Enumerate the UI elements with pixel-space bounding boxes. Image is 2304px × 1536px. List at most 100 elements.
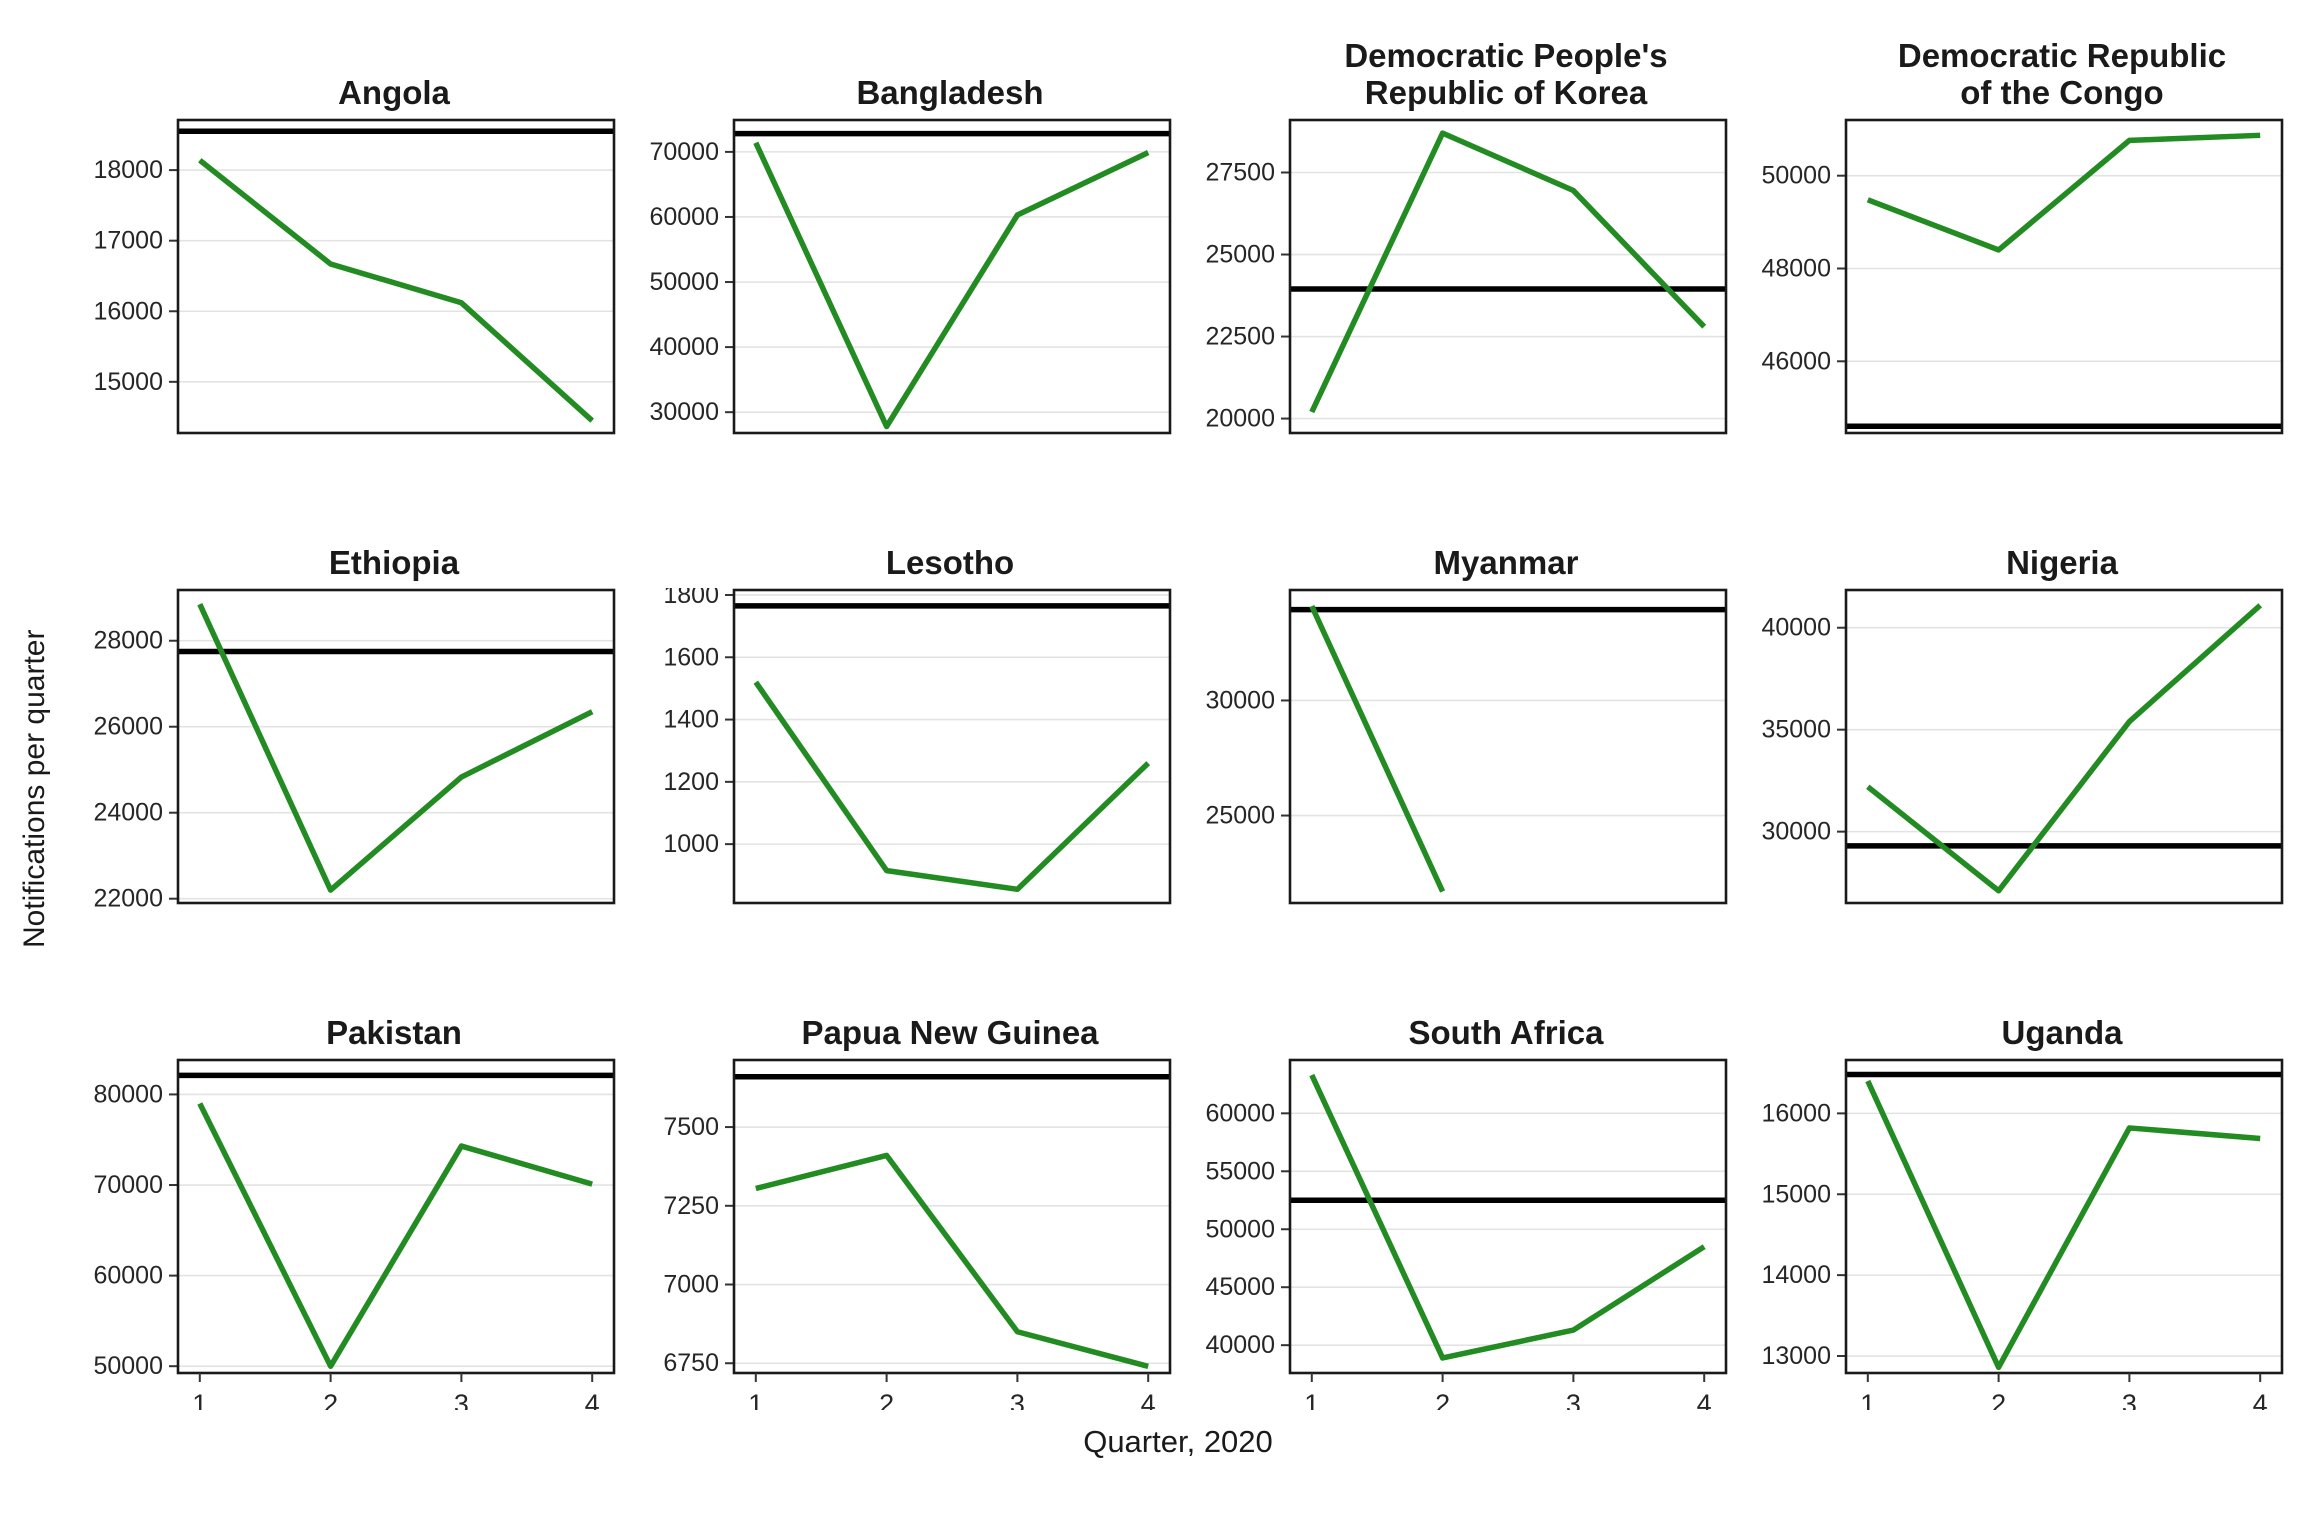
y-tick-label: 1200 — [663, 768, 719, 796]
x-tick-label: 4 — [2253, 1389, 2268, 1410]
panel-border — [732, 118, 1172, 435]
y-tick-label: 13000 — [1761, 1342, 1831, 1370]
y-tick-label: 1000 — [663, 830, 719, 858]
facet-plot: 28000 26000 24000 22000 — [93, 588, 616, 913]
facet-plot: 70000 60000 50000 40000 30000 — [649, 118, 1172, 435]
facet: Uganda 16000 15000 14000 13000 1 2 3 4 — [1734, 970, 2290, 1410]
facet-title: Bangladesh — [856, 74, 1044, 112]
facet-plot: 1800 1600 1400 1200 1000 — [663, 588, 1172, 905]
data-line — [1309, 130, 1707, 414]
facet-plot: 18000 17000 16000 15000 — [93, 118, 616, 435]
data-line — [1309, 1073, 1706, 1361]
x-tick-label: 2 — [323, 1389, 338, 1410]
facet-plot: 7500 7250 7000 6750 1 2 3 4 — [663, 1058, 1172, 1410]
y-tick-label: 14000 — [1761, 1261, 1831, 1289]
panel-border — [732, 1058, 1172, 1375]
y-tick-label: 22500 — [1205, 323, 1275, 351]
y-tick-label: 45000 — [1205, 1273, 1275, 1301]
y-tick-label: 50000 — [649, 268, 719, 296]
y-tick-label: 60000 — [649, 203, 719, 231]
panel-background — [734, 590, 1170, 903]
x-tick-label: 1 — [1304, 1389, 1319, 1410]
data-line — [753, 141, 1150, 430]
x-tick-label: 2 — [879, 1389, 894, 1410]
data-line — [1866, 132, 2261, 253]
y-tick-label: 26000 — [93, 713, 163, 741]
panel-background — [178, 1060, 614, 1373]
x-tick-label: 3 — [454, 1389, 469, 1410]
y-tick-label: 40000 — [649, 333, 719, 361]
y-tick-label: 20000 — [1205, 405, 1275, 433]
facet: Democratic Republic of the Congo 50000 48… — [1734, 30, 2290, 470]
y-tick-label: 27500 — [1205, 158, 1275, 186]
data-line — [197, 603, 594, 893]
facet-title: Ethiopia — [328, 544, 460, 582]
y-tick-label: 28000 — [93, 627, 163, 655]
facet-title: Democratic Republic of the Congo — [1897, 37, 2227, 112]
facet-title: Angola — [338, 74, 450, 112]
y-tick-label: 22000 — [93, 885, 163, 913]
facet-plot: 40000 35000 30000 — [1761, 588, 2284, 905]
y-tick-label: 50000 — [93, 1352, 163, 1380]
panel-border — [1288, 1058, 1728, 1375]
data-line — [755, 1152, 1149, 1370]
y-tick-label: 30000 — [1761, 818, 1831, 846]
panel-background — [178, 120, 614, 433]
y-tick-label: 40000 — [1761, 614, 1831, 642]
y-tick-label: 80000 — [93, 1080, 163, 1108]
y-tick-label: 15000 — [93, 368, 163, 396]
y-tick-label: 16000 — [93, 297, 163, 325]
y-tick-label: 70000 — [93, 1171, 163, 1199]
y-tick-label: 25000 — [1205, 802, 1275, 830]
facet: Angola 18000 17000 16000 15000 — [66, 30, 622, 470]
y-tick-label: 60000 — [93, 1262, 163, 1290]
facet-title: Nigeria — [2006, 544, 2118, 582]
panel-background — [178, 590, 614, 903]
panel-background — [1290, 1060, 1726, 1373]
y-tick-label: 16000 — [1761, 1099, 1831, 1127]
y-tick-label: 17000 — [93, 227, 163, 255]
y-tick-label: 7250 — [663, 1192, 719, 1220]
y-tick-label: 40000 — [1205, 1331, 1275, 1359]
facet-title: Uganda — [2001, 1014, 2123, 1052]
y-tick-label: 1600 — [663, 643, 719, 671]
y-tick-label: 55000 — [1205, 1157, 1275, 1185]
facet-plot: 30000 25000 — [1205, 588, 1728, 905]
data-line — [753, 680, 1151, 893]
y-tick-label: 1800 — [663, 588, 719, 609]
data-line — [198, 158, 595, 423]
y-tick-label: 50000 — [1761, 162, 1831, 190]
x-tick-label: 1 — [1860, 1389, 1875, 1410]
facet-plot: 60000 55000 50000 45000 40000 1 2 3 4 — [1205, 1058, 1728, 1410]
facet: Bangladesh 70000 60000 50000 40000 30000 — [622, 30, 1178, 470]
x-axis-title: Quarter, 2020 — [1083, 1424, 1273, 1459]
x-tick-label: 2 — [1991, 1389, 2006, 1410]
facet-title: Lesotho — [885, 544, 1015, 582]
y-tick-label: 30000 — [649, 398, 719, 426]
facet-grid: Angola 18000 17000 16000 15000 Bangladesh 7… — [66, 30, 2294, 1410]
facet: Lesotho 1800 1600 1400 1200 1000 — [622, 500, 1178, 940]
x-tick-label: 3 — [1566, 1389, 1581, 1410]
x-tick-label: 4 — [585, 1389, 600, 1410]
panel-background — [734, 120, 1170, 433]
y-tick-label: 30000 — [1205, 686, 1275, 714]
y-tick-label: 60000 — [1205, 1099, 1275, 1127]
panel-background — [1846, 1060, 2282, 1373]
panel-border — [176, 588, 616, 905]
panel-background — [1290, 590, 1726, 903]
facet: Pakistan 80000 70000 60000 50000 1 2 3 4 — [66, 970, 622, 1410]
y-axis-title: Notifications per quarter — [18, 629, 51, 949]
panel-background — [1290, 120, 1726, 433]
facet-title: Papua New Guinea — [801, 1014, 1099, 1052]
y-tick-label: 7000 — [663, 1271, 719, 1299]
x-tick-label: 3 — [2122, 1389, 2137, 1410]
panel-border — [176, 118, 616, 435]
facet: Democratic People's Republic of Korea 27… — [1178, 30, 1734, 470]
panel-border — [1288, 588, 1728, 905]
facet-plot: 50000 48000 46000 — [1761, 118, 2284, 435]
y-tick-label: 25000 — [1205, 241, 1275, 269]
panel-border — [1844, 118, 2284, 435]
x-tick-label: 2 — [1435, 1389, 1450, 1410]
x-tick-label: 4 — [1697, 1389, 1712, 1410]
y-tick-label: 48000 — [1761, 254, 1831, 282]
